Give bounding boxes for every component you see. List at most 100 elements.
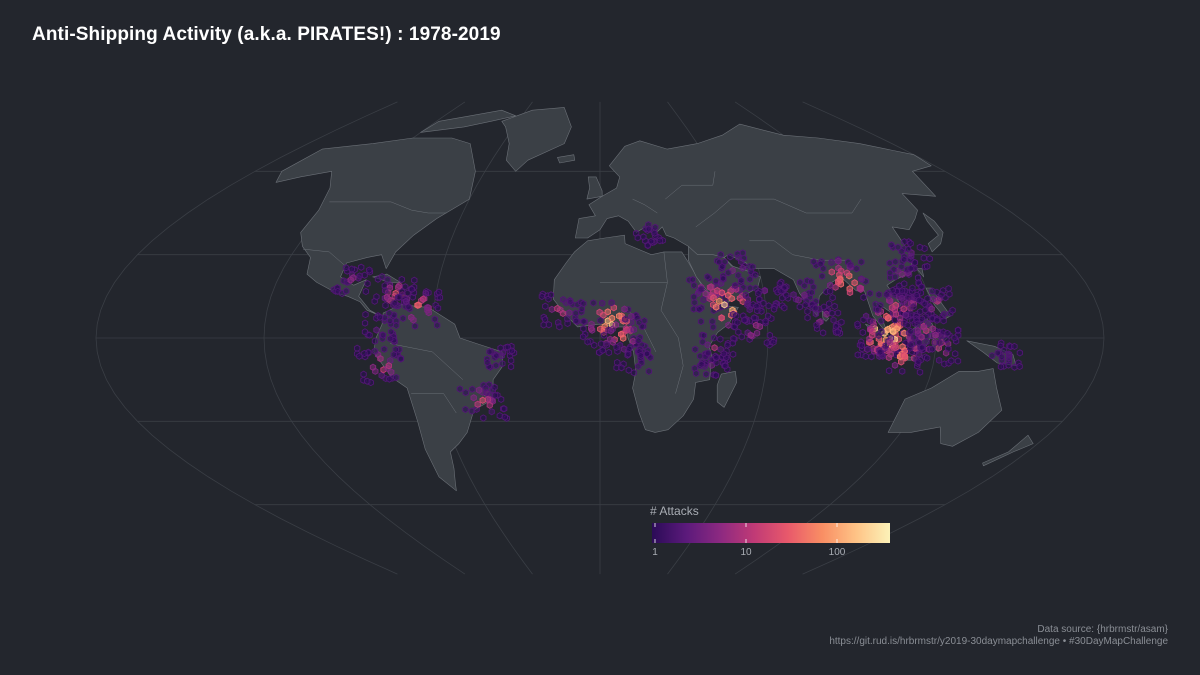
hexbin-cell: [371, 337, 379, 345]
hexbin-cell: [727, 253, 734, 261]
hexbin-cell: [843, 269, 851, 277]
hexbin-cell: [753, 302, 760, 310]
hexbin-cell: [469, 385, 476, 393]
hexbin-cell: [566, 309, 573, 317]
hexbin-cell: [386, 375, 393, 383]
hexbin-cell: [997, 342, 1004, 350]
hexbin-cell: [507, 363, 515, 371]
legend-tick-label: 1: [652, 547, 658, 558]
hexbin-cell: [921, 323, 928, 332]
hexbin-cell: [645, 367, 653, 376]
hexbin-cell: [1011, 342, 1018, 351]
hexbin-cell: [717, 250, 724, 259]
hexbin-cell: [909, 284, 916, 292]
hexbin-cell: [559, 309, 567, 318]
hexbin-cell: [610, 304, 617, 312]
hexbin-cell: [600, 331, 608, 339]
hexbin-cell: [812, 304, 819, 312]
hexbin-cell: [951, 334, 958, 342]
hexbin-cell: [384, 276, 391, 284]
hexbin-cell: [411, 276, 418, 284]
hexbin-cell: [567, 298, 574, 306]
hexbin-cell: [887, 338, 894, 347]
hexbin-cell: [885, 353, 893, 362]
hexbin-cell: [493, 352, 500, 360]
hexbin-cell: [885, 367, 893, 375]
hexbin-cell: [622, 315, 629, 323]
hexbin-cell: [696, 352, 704, 360]
hexbin-cell: [542, 302, 549, 310]
hexbin-cell: [929, 295, 937, 303]
hexbin-cell: [431, 315, 438, 323]
hexbin-cell: [835, 278, 842, 287]
hexbin-cell: [386, 317, 394, 325]
hexbin-cell: [901, 280, 908, 288]
hexbin-cell: [892, 258, 899, 266]
hexbin-cell: [854, 320, 861, 328]
hexbin-cell: [921, 300, 928, 308]
hexbin-cell: [415, 301, 422, 309]
hexbin-cell: [801, 282, 808, 290]
hexbin-cell: [720, 350, 728, 358]
land-iceland: [557, 154, 576, 164]
hexbin-cell: [361, 319, 369, 327]
hexbin-cell: [371, 347, 379, 355]
hexbin-cell: [484, 358, 491, 367]
hexbin-cell: [690, 293, 698, 301]
hexbin-cell: [579, 333, 587, 341]
hexbin-cell: [886, 269, 894, 277]
hexbin-cell: [721, 301, 728, 309]
hexbin-cell: [342, 264, 350, 272]
hexbin-cell: [648, 237, 655, 245]
hexbin-cell: [932, 331, 939, 339]
hexbin-cell: [916, 350, 923, 358]
hexbin-cell: [862, 352, 869, 361]
hexbin-cell: [625, 366, 632, 374]
hexbin-cell: [883, 290, 890, 299]
hexbin-cell: [608, 299, 615, 307]
hexbin-cell: [378, 272, 386, 281]
hexbin-cell: [943, 335, 950, 344]
hexbin-cell: [710, 294, 717, 302]
hexbin-cell: [599, 346, 606, 355]
hexbin-cell: [382, 286, 389, 295]
hexbin-cell: [820, 303, 828, 311]
hexbin-cell: [704, 349, 712, 357]
legend-tick-label: 10: [740, 547, 752, 558]
hexbin-cell: [915, 358, 922, 366]
hexbin-cell: [436, 293, 444, 302]
hexbin-cell: [756, 322, 763, 331]
hexbin-cell: [883, 312, 890, 320]
hexbin-cell: [545, 321, 552, 329]
hexbin-cell: [501, 405, 508, 413]
hexbin-cell: [875, 290, 883, 299]
hexbin-cell: [941, 310, 948, 318]
hexbin-cell: [923, 338, 930, 346]
hexbin-cell: [746, 275, 754, 283]
hexbin-cell: [907, 264, 914, 273]
hexbin-cell: [751, 314, 758, 322]
hexbin-cell: [916, 368, 924, 376]
hexbin-cell: [936, 338, 943, 347]
hexbin-cell: [904, 321, 911, 329]
hexbin-cell: [888, 241, 895, 249]
hexbin-cell: [697, 317, 705, 326]
hexbin-cell: [856, 284, 863, 292]
hexbin-cell: [886, 259, 893, 267]
hexbin-cell: [719, 274, 727, 282]
hexbin-cell: [690, 281, 698, 290]
hexbin-cell: [998, 353, 1005, 361]
hexbin-cell: [749, 263, 756, 271]
hexbin-cell: [829, 294, 836, 302]
hexbin-cell: [859, 328, 866, 337]
hexbin-cell: [817, 260, 824, 268]
hexbin-cell: [635, 337, 642, 345]
hexbin-cell: [891, 316, 898, 324]
hexbin-cell: [408, 285, 415, 293]
hexbin-cell: [396, 293, 403, 301]
hexbin-cell: [641, 317, 648, 325]
hexbin-cell: [988, 352, 996, 360]
hexbin-cell: [393, 373, 400, 382]
hexbin-cell: [834, 328, 841, 336]
